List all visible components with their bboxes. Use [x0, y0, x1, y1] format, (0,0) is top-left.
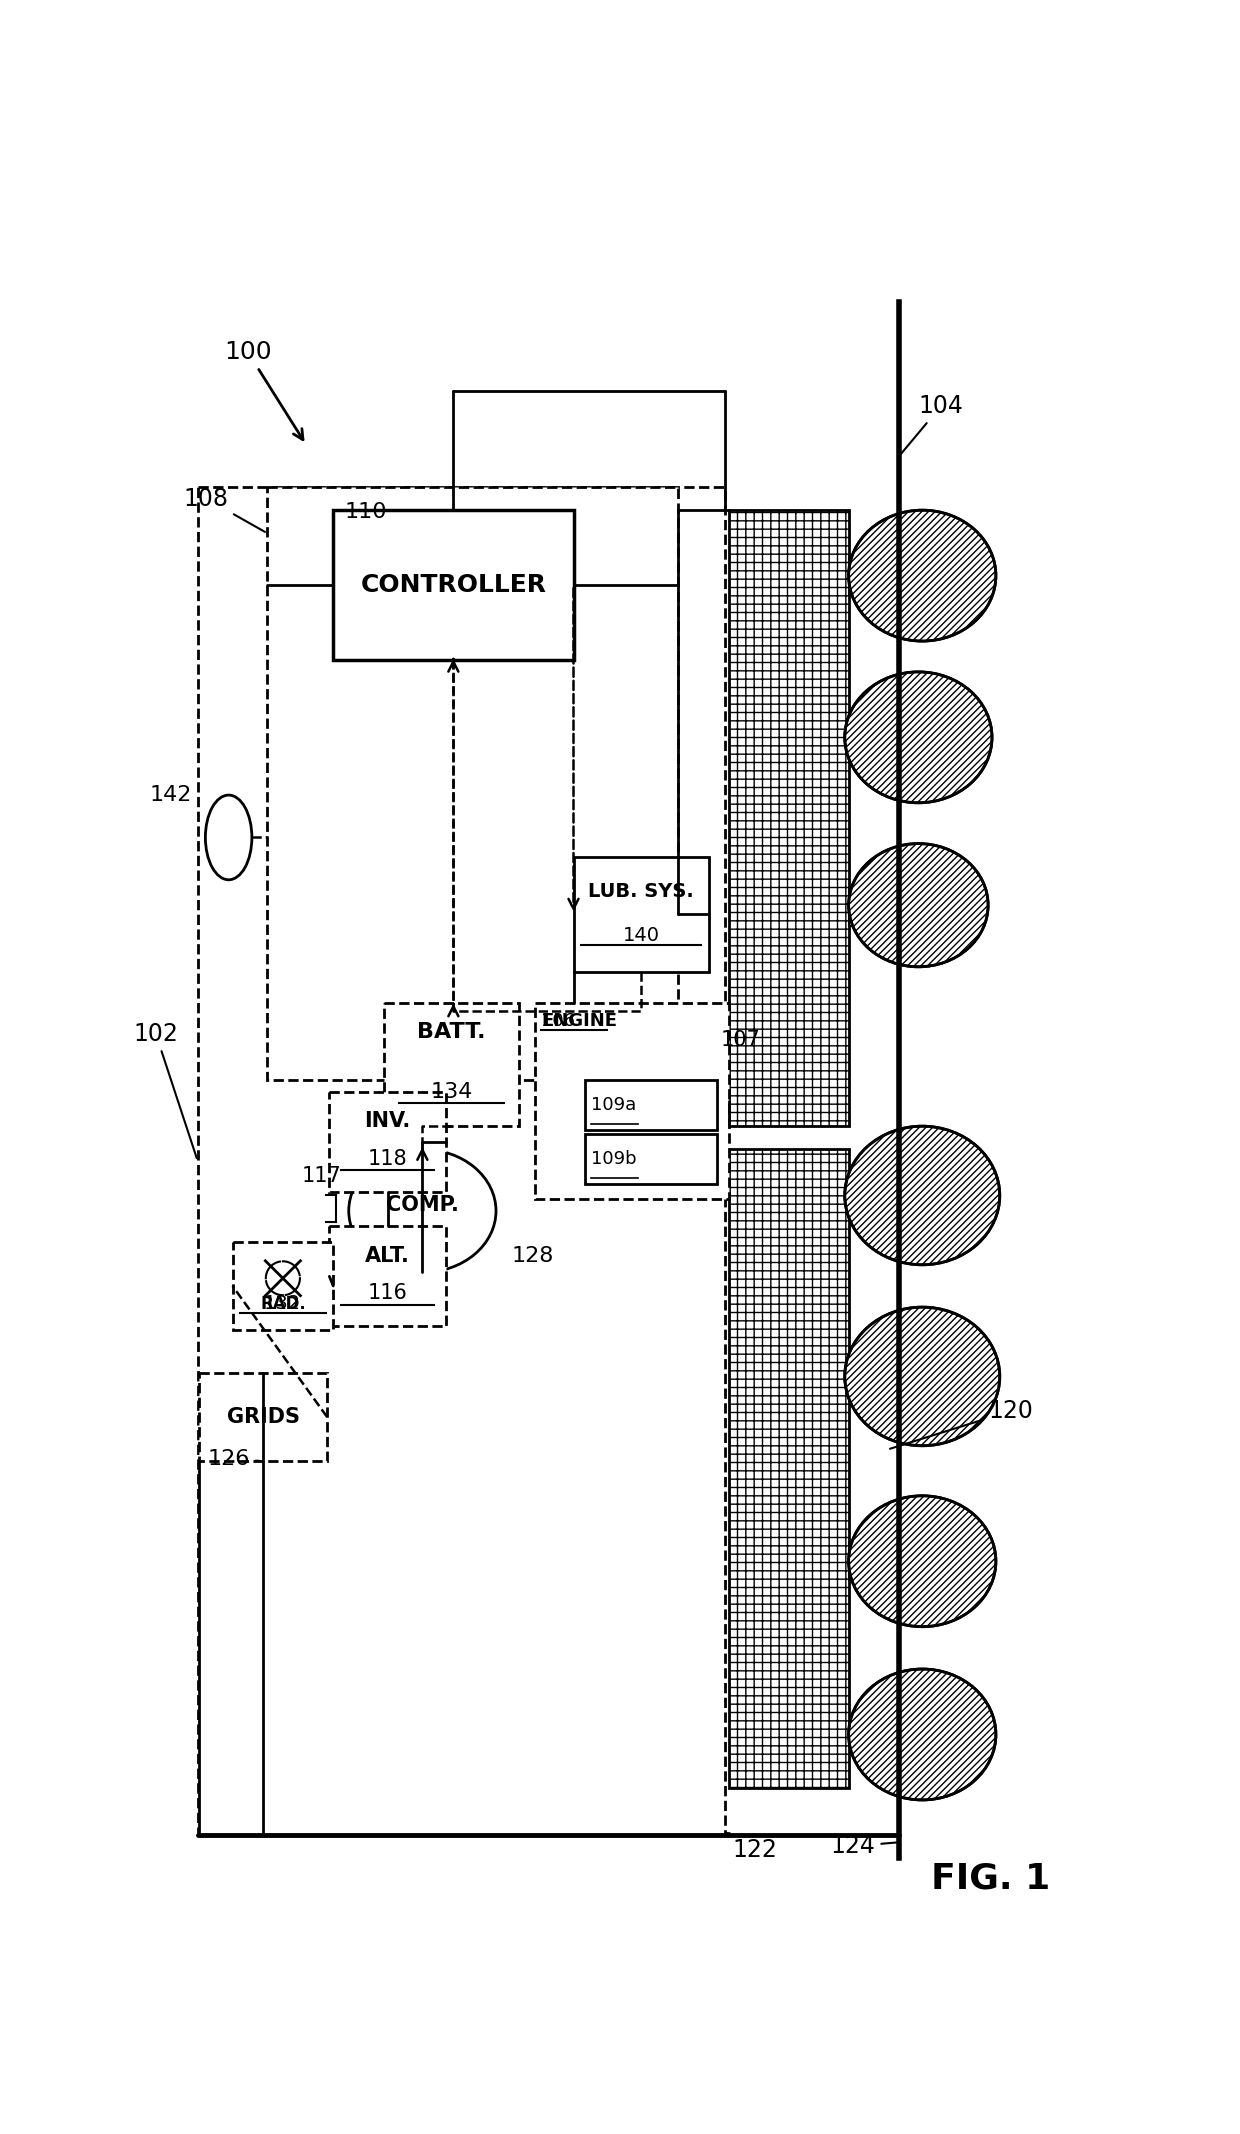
Text: 102: 102 — [134, 1022, 197, 1159]
Bar — [197, 487, 724, 1835]
Bar — [729, 1150, 848, 1788]
Bar — [585, 1080, 717, 1131]
Ellipse shape — [206, 796, 252, 879]
Bar — [330, 1227, 445, 1327]
Text: 116: 116 — [367, 1283, 408, 1304]
Text: 100: 100 — [224, 339, 303, 440]
Bar — [848, 888, 875, 926]
Text: 120: 120 — [890, 1400, 1033, 1449]
Bar — [268, 487, 678, 1080]
Ellipse shape — [348, 1150, 496, 1272]
Ellipse shape — [844, 672, 992, 802]
Text: BATT.: BATT. — [417, 1022, 486, 1041]
Bar — [334, 510, 573, 659]
Bar — [573, 856, 709, 973]
Text: 140: 140 — [622, 926, 660, 945]
Bar — [585, 1133, 717, 1184]
Ellipse shape — [848, 843, 988, 967]
Ellipse shape — [848, 510, 996, 640]
Bar — [383, 1003, 520, 1127]
Text: 132: 132 — [264, 1295, 301, 1312]
Text: ALT.: ALT. — [365, 1246, 410, 1265]
Bar — [729, 510, 848, 1127]
Text: 118: 118 — [368, 1148, 407, 1169]
Text: 109b: 109b — [591, 1150, 637, 1167]
Bar — [330, 1090, 445, 1191]
Text: 104: 104 — [900, 395, 963, 455]
Bar — [848, 1357, 875, 1396]
Bar — [200, 1372, 327, 1462]
Bar — [534, 1003, 729, 1199]
Text: 142: 142 — [150, 785, 192, 805]
Ellipse shape — [844, 1127, 999, 1265]
Text: 108: 108 — [184, 487, 265, 531]
Text: ENGINE: ENGINE — [541, 1012, 618, 1031]
Text: LUB. SYS.: LUB. SYS. — [589, 881, 694, 901]
Text: 107: 107 — [720, 1031, 760, 1050]
Bar — [233, 1242, 334, 1329]
Text: 106: 106 — [541, 1012, 575, 1031]
Ellipse shape — [848, 1496, 996, 1626]
Text: 109a: 109a — [591, 1097, 636, 1114]
Bar — [848, 717, 875, 758]
Text: COMP.: COMP. — [386, 1195, 459, 1214]
Text: 126: 126 — [207, 1449, 260, 1468]
Text: GRIDS: GRIDS — [227, 1406, 300, 1428]
Bar — [848, 557, 875, 595]
Text: 110: 110 — [345, 501, 387, 523]
Text: 128: 128 — [511, 1246, 554, 1265]
Text: INV.: INV. — [365, 1112, 410, 1131]
Text: FIG. 1: FIG. 1 — [931, 1861, 1050, 1895]
Text: 117: 117 — [301, 1165, 341, 1187]
Text: 134: 134 — [430, 1082, 472, 1101]
Text: RAD.: RAD. — [260, 1295, 306, 1312]
Text: CONTROLLER: CONTROLLER — [361, 574, 547, 598]
Text: 124: 124 — [831, 1833, 897, 1859]
Ellipse shape — [848, 1669, 996, 1799]
Ellipse shape — [844, 1308, 999, 1445]
Text: 122: 122 — [733, 1837, 777, 1863]
Bar — [848, 1543, 875, 1581]
Bar — [848, 1180, 875, 1219]
